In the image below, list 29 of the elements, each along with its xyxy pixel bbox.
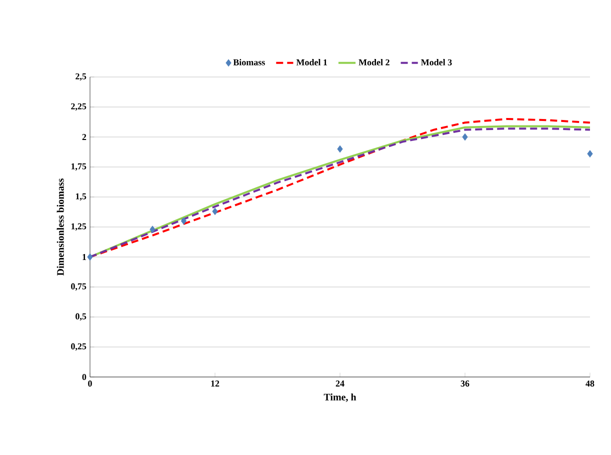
y-tick-label: 0	[82, 374, 86, 380]
y-tick-label: 1,25	[71, 223, 86, 231]
y-tick-label: 2,5	[76, 73, 86, 81]
legend-label: Model 1	[296, 59, 327, 66]
point	[212, 208, 218, 216]
y-tick-label: 0,25	[71, 343, 86, 351]
point	[462, 133, 468, 141]
x-tick-label: 0	[88, 380, 92, 387]
legend-label: Model 2	[358, 59, 390, 66]
legend-label: Model 3	[421, 59, 452, 66]
point	[587, 150, 593, 158]
x-tick-label: 48	[586, 380, 594, 387]
y-tick-label: 2	[82, 134, 86, 140]
y-tick-label: 1	[82, 254, 86, 260]
x-tick-label: 24	[336, 380, 344, 386]
x-tick-label: 36	[460, 380, 470, 387]
point	[150, 226, 156, 234]
y-tick-label: 0,5	[76, 313, 86, 321]
y-tick-label: 2,25	[71, 103, 86, 111]
legend-label: Biomass	[233, 59, 265, 66]
y-tick-label: 0,75	[71, 283, 86, 291]
point	[180, 217, 187, 225]
point	[337, 145, 343, 153]
y-axis-title: Dimensionless biomass	[56, 178, 64, 276]
point	[87, 253, 93, 261]
y-tick-label: 1,75	[71, 163, 86, 171]
x-tick-label: 12	[211, 380, 220, 386]
y-tick-label: 1,5	[76, 193, 86, 201]
x-axis-title: Time, h	[324, 393, 356, 402]
